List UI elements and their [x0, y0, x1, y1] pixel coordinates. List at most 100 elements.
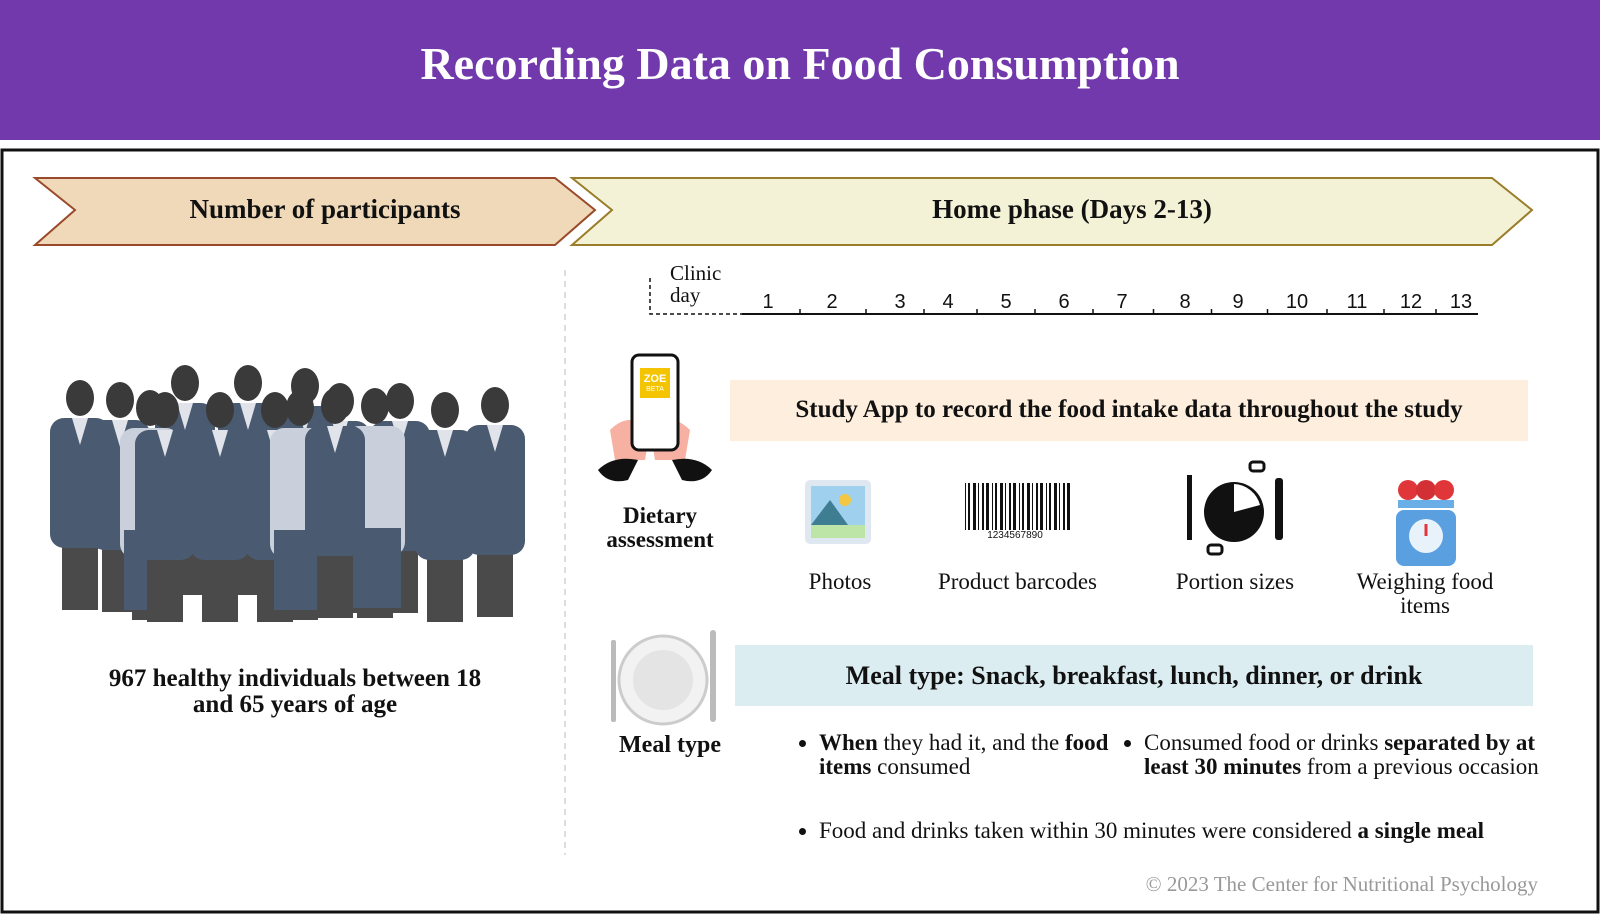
barcode-bar [1049, 483, 1051, 530]
bullet: Consumed food or drinks separated by at … [1144, 730, 1574, 780]
timeline-day: 10 [1285, 291, 1309, 313]
figure-body [135, 430, 195, 560]
scale-icon [1396, 480, 1456, 566]
timeline-day: 6 [1058, 291, 1070, 313]
figure-head [66, 380, 94, 416]
phone-icon [598, 353, 712, 482]
app-description: Study App to record the food intake data… [795, 396, 1463, 423]
barcode-bar [995, 483, 997, 530]
barcode-bar [1067, 483, 1070, 530]
portion-icon [1187, 460, 1283, 556]
figure-head [286, 390, 314, 426]
figure-legs [202, 552, 238, 622]
barcode-bar [1063, 483, 1065, 530]
plate-icon [611, 630, 716, 726]
figure-head [386, 383, 414, 419]
barcode-bar [1032, 483, 1033, 530]
timeline-day: 12 [1399, 291, 1423, 313]
figure-head [151, 392, 179, 428]
header-band [0, 0, 1600, 140]
timeline-day: 9 [1232, 291, 1244, 313]
figure-body [190, 430, 250, 560]
figure-head [321, 388, 349, 424]
barcode-bar [986, 483, 989, 530]
figure-head [106, 382, 134, 418]
section-label: Home phase (Days 2-13) [932, 194, 1212, 224]
icon-label: Dietary assessment [606, 503, 714, 553]
timeline-day: 13 [1449, 291, 1473, 313]
copyright: © 2023 The Center for Nutritional Psycho… [1145, 872, 1538, 896]
figure-body [465, 425, 525, 555]
timeline-day: 7 [1116, 291, 1128, 313]
icon-label: Meal type [619, 732, 721, 758]
section-label: Number of participants [189, 194, 461, 224]
timeline-day: 11 [1346, 291, 1368, 313]
clinic-marker [649, 278, 742, 315]
method-label: Portion sizes [1175, 569, 1295, 594]
bullet-text: food items [819, 730, 1109, 780]
figure-head [234, 365, 262, 401]
figure-legs [427, 552, 463, 622]
timeline-day: 4 [942, 291, 954, 313]
barcode-bar [1022, 483, 1024, 530]
bullet: Food and drinks taken within 30 minutes … [819, 818, 1579, 843]
barcode-bar [1054, 483, 1057, 530]
bullet-text: Consumed food or drinks [1144, 730, 1385, 755]
chevron [32, 177, 597, 246]
timeline-day: 3 [894, 291, 906, 313]
frame [0, 148, 1600, 914]
app-badge: ZOE [643, 373, 667, 385]
figure-collar [212, 430, 228, 457]
bullet-text: separated by at least 30 minutes [1144, 730, 1535, 780]
figure-collar [240, 403, 256, 430]
bullet-text: from a previous occasion [1301, 754, 1539, 780]
figure-body [415, 430, 475, 560]
method-label: Weighing food items [1356, 569, 1494, 619]
figure-legs [477, 547, 513, 617]
method-label: Product barcodes [937, 569, 1098, 594]
participants-description: 967 healthy individuals between 18 and 6… [108, 665, 482, 719]
clinic-day-label: Clinic day [670, 261, 722, 308]
figure-collar [327, 426, 343, 453]
figure-head [481, 387, 509, 423]
barcode-bar [965, 483, 966, 530]
figure-head [361, 388, 389, 424]
barcode-bar [1027, 483, 1030, 530]
barcode-bar [1036, 483, 1038, 530]
barcode-bar [1040, 483, 1043, 530]
figure-body [305, 426, 365, 556]
barcode-bar [1013, 483, 1016, 530]
figure-collar [72, 418, 88, 445]
figure-head [171, 365, 199, 401]
figure-legs [62, 540, 98, 610]
bullet-text: When [819, 730, 878, 755]
figure-head [261, 392, 289, 428]
figure-collar [157, 430, 173, 457]
bullet-text: Food and drinks taken within 30 minutes … [819, 818, 1358, 843]
timeline-day: 8 [1179, 291, 1191, 313]
barcode-bar [982, 483, 984, 530]
figure-head [431, 392, 459, 428]
people-illustration [50, 365, 525, 622]
barcode-bar [968, 483, 970, 530]
bullet-text: consumed [871, 754, 971, 780]
figure-legs [317, 548, 353, 618]
barcode-bar [1059, 483, 1060, 530]
timeline-day: 1 [762, 291, 774, 313]
barcode-bar [1019, 483, 1020, 530]
bullet-list: Consumed food or drinks separated by at … [1122, 730, 1574, 780]
figure-collar [487, 425, 503, 452]
app-box [730, 380, 1528, 441]
barcode-bar [973, 483, 976, 530]
figure-legs [147, 552, 183, 622]
bullet-list: When they had it, and the food items con… [797, 730, 1119, 780]
figure-collar [437, 430, 453, 457]
bullet-text: they had it, and the [877, 730, 1065, 755]
barcode-bar [1005, 483, 1006, 530]
meal-description: Meal type: Snack, breakfast, lunch, dinn… [845, 661, 1423, 690]
barcode-bar [978, 483, 979, 530]
barcode-bar [1046, 483, 1047, 530]
bullet-list: Food and drinks taken within 30 minutes … [797, 818, 1579, 843]
